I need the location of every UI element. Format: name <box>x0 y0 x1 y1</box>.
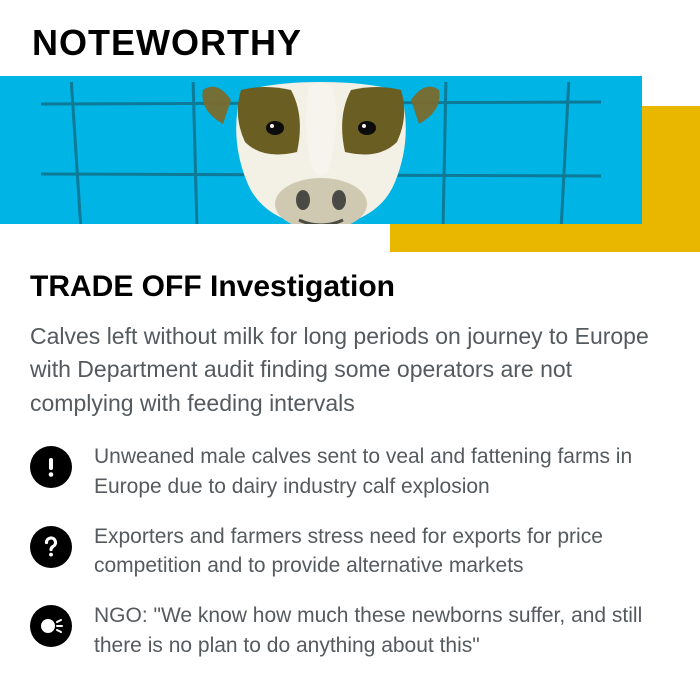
speak-icon <box>30 605 72 647</box>
question-icon <box>30 526 72 568</box>
bullet-item: Exporters and farmers stress need for ex… <box>30 522 670 582</box>
article-heading: TRADE OFF Investigation <box>30 270 670 304</box>
bullet-item: NGO: "We know how much these newborns su… <box>30 601 670 661</box>
cyan-block <box>0 76 642 224</box>
exclamation-icon <box>30 446 72 488</box>
brand-title: NOTEWORTHY <box>0 0 700 64</box>
hero-banner <box>0 76 700 252</box>
calf-illustration <box>41 82 601 224</box>
bullet-text: Exporters and farmers stress need for ex… <box>94 522 670 582</box>
bullet-text: Unweaned male calves sent to veal and fa… <box>94 442 670 502</box>
bullet-text: NGO: "We know how much these newborns su… <box>94 601 670 661</box>
bullet-list: Unweaned male calves sent to veal and fa… <box>30 442 670 661</box>
content: TRADE OFF Investigation Calves left with… <box>0 252 700 661</box>
bullet-item: Unweaned male calves sent to veal and fa… <box>30 442 670 502</box>
article-subtext: Calves left without milk for long period… <box>30 320 670 420</box>
